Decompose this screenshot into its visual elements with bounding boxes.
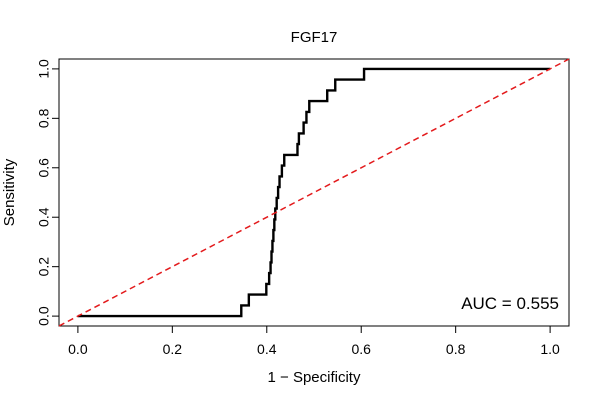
y-tick-label: 0.6 bbox=[36, 158, 52, 178]
x-tick-label: 0.2 bbox=[163, 341, 183, 357]
y-tick-label: 0.0 bbox=[36, 306, 52, 326]
x-tick-label: 0.6 bbox=[351, 341, 371, 357]
x-tick-label: 0.0 bbox=[68, 341, 88, 357]
x-tick-label: 0.4 bbox=[257, 341, 277, 357]
chart-title: FGF17 bbox=[291, 29, 338, 46]
x-axis: 0.0 0.2 0.4 0.6 0.8 1.0 bbox=[68, 326, 560, 357]
y-axis-label: Sensitivity bbox=[1, 158, 18, 226]
reference-diagonal-line bbox=[58, 58, 570, 327]
plot-frame bbox=[58, 58, 570, 327]
x-axis-label: 1 − Specificity bbox=[268, 369, 361, 386]
series-layer bbox=[58, 58, 570, 327]
auc-annotation: AUC = 0.555 bbox=[461, 294, 559, 313]
y-tick-label: 0.4 bbox=[36, 207, 52, 227]
y-tick-label: 1.0 bbox=[36, 59, 52, 79]
x-tick-label: 1.0 bbox=[540, 341, 560, 357]
y-axis: 0.0 0.2 0.4 0.6 0.8 1.0 bbox=[36, 59, 59, 326]
y-tick-label: 0.2 bbox=[36, 257, 52, 277]
x-tick-label: 0.8 bbox=[446, 341, 466, 357]
roc-curve bbox=[77, 67, 551, 318]
y-tick-label: 0.8 bbox=[36, 108, 52, 128]
